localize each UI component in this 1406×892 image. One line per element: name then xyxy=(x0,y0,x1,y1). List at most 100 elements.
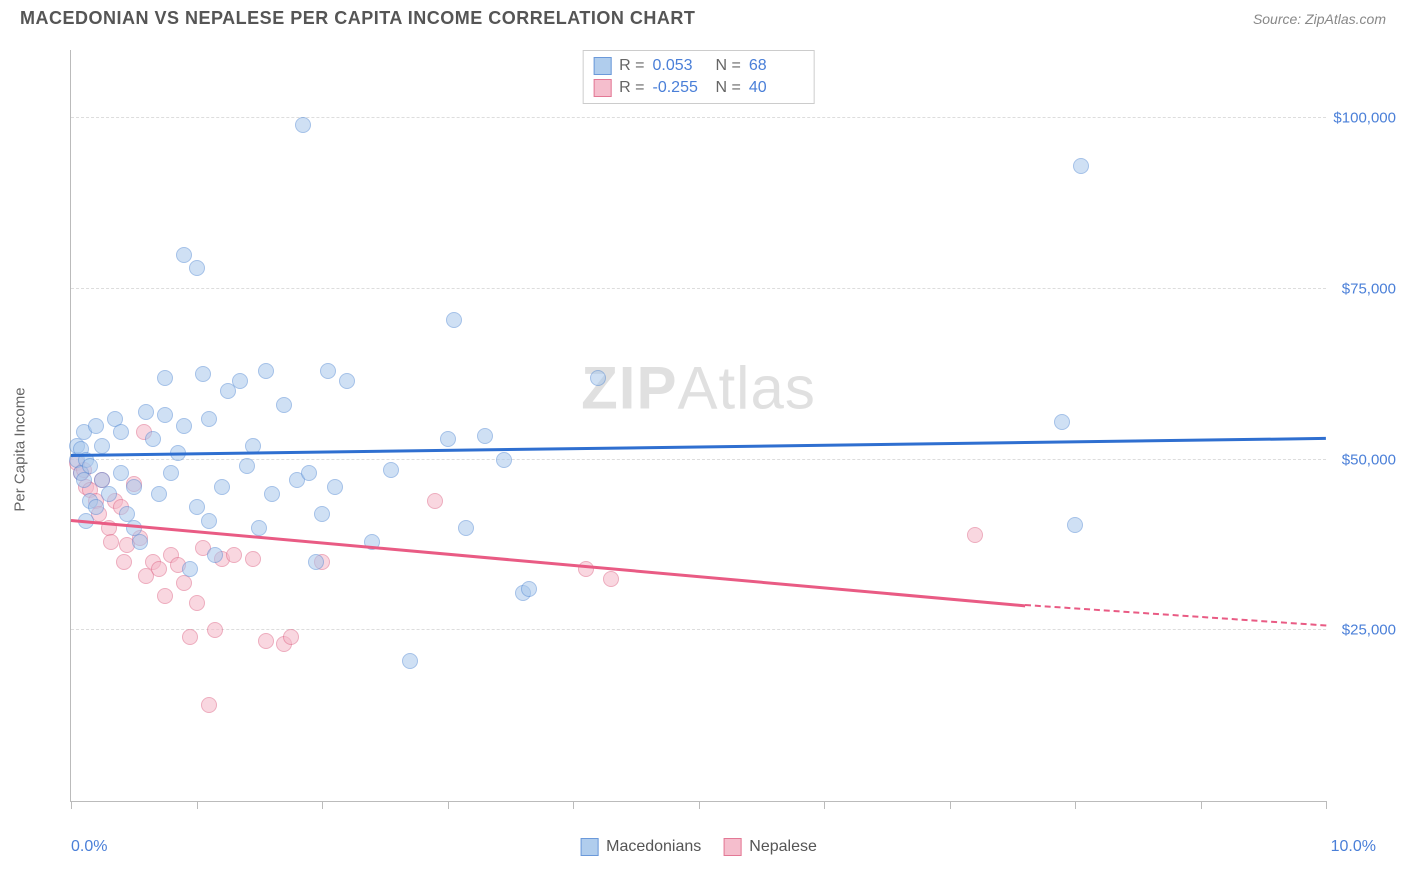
data-point-macedonians xyxy=(207,547,223,563)
data-point-macedonians xyxy=(276,397,292,413)
swatch-nepalese xyxy=(723,838,741,856)
x-tick xyxy=(699,801,700,809)
data-point-macedonians xyxy=(477,428,493,444)
data-point-macedonians xyxy=(88,418,104,434)
data-point-nepalese xyxy=(245,551,261,567)
data-point-macedonians xyxy=(189,499,205,515)
data-point-nepalese xyxy=(967,527,983,543)
data-point-macedonians xyxy=(189,260,205,276)
data-point-macedonians xyxy=(1067,517,1083,533)
x-tick xyxy=(448,801,449,809)
data-point-macedonians xyxy=(101,486,117,502)
data-point-macedonians xyxy=(214,479,230,495)
data-point-macedonians xyxy=(1054,414,1070,430)
data-point-macedonians xyxy=(590,370,606,386)
series-legend: Macedonians Nepalese xyxy=(580,838,817,856)
data-point-macedonians xyxy=(301,465,317,481)
x-tick xyxy=(322,801,323,809)
data-point-macedonians xyxy=(314,506,330,522)
data-point-macedonians xyxy=(239,458,255,474)
y-axis-label: Per Capita Income xyxy=(12,387,29,511)
data-point-nepalese xyxy=(201,697,217,713)
data-point-macedonians xyxy=(383,462,399,478)
x-tick xyxy=(573,801,574,809)
data-point-macedonians xyxy=(195,366,211,382)
data-point-nepalese xyxy=(151,561,167,577)
y-tick-label: $50,000 xyxy=(1331,451,1396,468)
data-point-macedonians xyxy=(251,520,267,536)
gridline xyxy=(71,288,1326,289)
data-point-macedonians xyxy=(138,404,154,420)
swatch-nepalese xyxy=(593,79,611,97)
chart-title: MACEDONIAN VS NEPALESE PER CAPITA INCOME… xyxy=(20,8,695,29)
n-value-macedonians: 68 xyxy=(749,57,804,75)
data-point-macedonians xyxy=(182,561,198,577)
data-point-macedonians xyxy=(176,418,192,434)
x-tick xyxy=(1326,801,1327,809)
legend-item-nepalese: Nepalese xyxy=(723,838,817,856)
data-point-macedonians xyxy=(132,534,148,550)
data-point-macedonians xyxy=(176,247,192,263)
data-point-macedonians xyxy=(76,472,92,488)
stats-row-macedonians: R = 0.053 N = 68 xyxy=(593,55,804,77)
gridline xyxy=(71,629,1326,630)
data-point-nepalese xyxy=(578,561,594,577)
data-point-macedonians xyxy=(157,370,173,386)
data-point-nepalese xyxy=(283,629,299,645)
y-tick-label: $75,000 xyxy=(1331,280,1396,297)
gridline xyxy=(71,459,1326,460)
data-point-macedonians xyxy=(446,312,462,328)
x-tick xyxy=(71,801,72,809)
data-point-macedonians xyxy=(82,458,98,474)
data-point-macedonians xyxy=(232,373,248,389)
data-point-macedonians xyxy=(258,363,274,379)
x-tick xyxy=(1075,801,1076,809)
legend-item-macedonians: Macedonians xyxy=(580,838,701,856)
data-point-macedonians xyxy=(113,465,129,481)
data-point-macedonians xyxy=(126,479,142,495)
r-value-nepalese: -0.255 xyxy=(653,79,708,97)
data-point-macedonians xyxy=(320,363,336,379)
data-point-macedonians xyxy=(496,452,512,468)
data-point-nepalese xyxy=(182,629,198,645)
data-point-nepalese xyxy=(176,575,192,591)
x-axis-max-label: 10.0% xyxy=(1331,838,1376,856)
data-point-nepalese xyxy=(226,547,242,563)
data-point-macedonians xyxy=(88,499,104,515)
source-attribution: Source: ZipAtlas.com xyxy=(1253,11,1386,27)
data-point-macedonians xyxy=(458,520,474,536)
data-point-macedonians xyxy=(151,486,167,502)
data-point-macedonians xyxy=(308,554,324,570)
chart-container: Per Capita Income ZIPAtlas R = 0.053 N =… xyxy=(50,50,1386,832)
data-point-macedonians xyxy=(201,513,217,529)
data-point-macedonians xyxy=(157,407,173,423)
data-point-macedonians xyxy=(201,411,217,427)
swatch-macedonians xyxy=(593,57,611,75)
plot-area: ZIPAtlas R = 0.053 N = 68 R = -0.255 N =… xyxy=(70,50,1326,802)
data-point-macedonians xyxy=(145,431,161,447)
data-point-macedonians xyxy=(327,479,343,495)
swatch-macedonians xyxy=(580,838,598,856)
data-point-macedonians xyxy=(94,438,110,454)
x-tick xyxy=(950,801,951,809)
stats-legend-box: R = 0.053 N = 68 R = -0.255 N = 40 xyxy=(582,50,815,104)
x-axis-min-label: 0.0% xyxy=(71,838,107,856)
n-value-nepalese: 40 xyxy=(749,79,804,97)
r-value-macedonians: 0.053 xyxy=(653,57,708,75)
y-tick-label: $25,000 xyxy=(1331,622,1396,639)
data-point-macedonians xyxy=(113,424,129,440)
data-point-nepalese xyxy=(103,534,119,550)
data-point-macedonians xyxy=(402,653,418,669)
x-tick xyxy=(1201,801,1202,809)
watermark: ZIPAtlas xyxy=(581,353,816,422)
trend-line-extrapolated xyxy=(1025,604,1326,626)
data-point-nepalese xyxy=(157,588,173,604)
gridline xyxy=(71,117,1326,118)
x-tick xyxy=(824,801,825,809)
data-point-nepalese xyxy=(116,554,132,570)
data-point-nepalese xyxy=(207,622,223,638)
data-point-nepalese xyxy=(427,493,443,509)
data-point-nepalese xyxy=(189,595,205,611)
data-point-nepalese xyxy=(603,571,619,587)
stats-row-nepalese: R = -0.255 N = 40 xyxy=(593,77,804,99)
